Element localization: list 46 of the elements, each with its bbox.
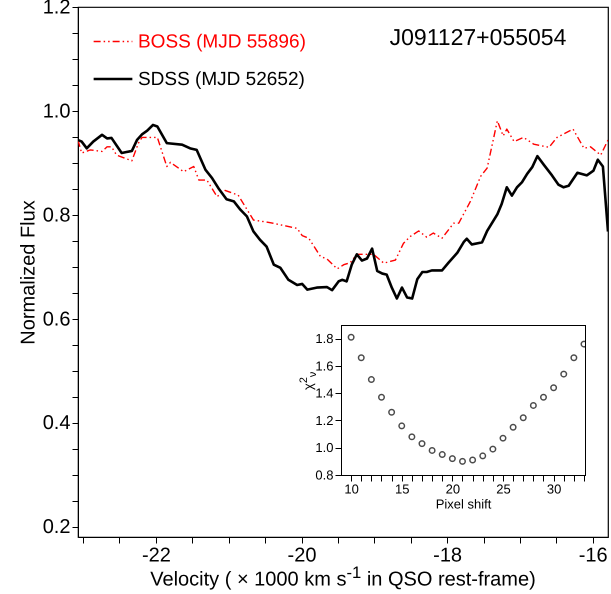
point [398, 422, 406, 430]
y-tick-label: 0.2 [42, 516, 70, 538]
point [448, 455, 456, 462]
y-tick-label: 1.4 [315, 386, 334, 401]
legend-label: BOSS (MJD 55896) [138, 32, 306, 52]
x-tick-label: 15 [395, 482, 410, 496]
y-tick-label: 1.6 [315, 358, 334, 374]
y-tick-label: 1.0 [42, 100, 70, 122]
legend-label: SDSS (MJD 52652) [138, 69, 305, 90]
point [540, 394, 547, 401]
y-axis-title: Normalized Flux [18, 200, 40, 345]
point [388, 408, 396, 416]
point [459, 458, 466, 465]
point [428, 446, 436, 454]
point [418, 440, 426, 448]
point [560, 370, 568, 378]
x-tick-label: 10 [344, 482, 359, 496]
x-tick-label: 25 [496, 482, 511, 496]
point [500, 434, 506, 442]
point [408, 433, 416, 440]
point [469, 456, 476, 464]
y-tick-label: 1.8 [315, 331, 334, 346]
y-tick-label: 1.2 [315, 412, 334, 428]
x-axis-title: Pixel shift [436, 496, 492, 512]
y-tick-label: 0.8 [42, 204, 70, 226]
x-tick-label: 20 [446, 482, 460, 496]
point [530, 402, 537, 409]
point [368, 376, 375, 384]
point [550, 384, 558, 392]
y-tick-label: 0.4 [42, 412, 70, 434]
x-tick-label: -16 [578, 544, 608, 566]
point [520, 414, 527, 422]
point [358, 354, 365, 362]
y-tick-label: 1.0 [315, 440, 334, 456]
point [510, 424, 517, 431]
y-tick-label: 0.8 [315, 468, 334, 482]
point [348, 334, 355, 341]
point [489, 446, 496, 453]
x-tick-label: 30 [546, 482, 562, 496]
y-tick-label: 0.6 [42, 308, 70, 330]
point [438, 451, 446, 458]
annotation: J091127+055054 [390, 24, 567, 50]
line-series [78, 120, 608, 270]
point [378, 394, 385, 401]
point [570, 354, 578, 362]
point [479, 452, 486, 460]
